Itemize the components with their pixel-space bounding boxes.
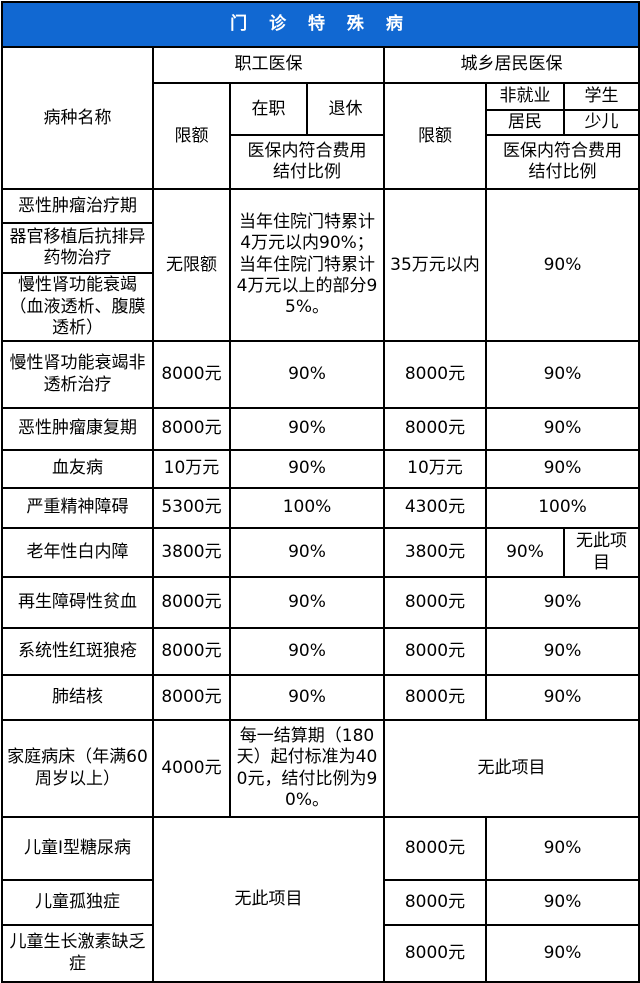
cell-res-nonemployed-ratio: 90%: [485, 527, 565, 578]
table-row: 慢性肾功能衰竭（血液透析、腹膜透析）: [1, 272, 639, 342]
cell-res-limit: 3800元: [383, 527, 487, 578]
table-row: 慢性肾功能衰竭非透析治疗 8000元 90% 8000元 90%: [1, 340, 640, 409]
cell-res-limit: 35万元以内: [383, 188, 487, 342]
cell-res-limit: 4300元: [383, 487, 487, 529]
table-row: 器官移植后抗排异药物治疗: [1, 222, 639, 275]
cell-emp-ratio: 90%: [229, 674, 385, 721]
cell-emp-limit: 8000元: [152, 407, 231, 451]
header-employee-limit: 限额: [152, 81, 231, 191]
table-row: 家庭病床（年满60周岁以上） 4000元 每一结算期（180天）起付标准为400…: [1, 719, 640, 818]
header-row-groups-bottom: 居民 少儿: [2, 108, 640, 137]
cell-disease: 儿童Ⅰ型糖尿病: [1, 816, 154, 881]
header-resident-limit: 限额: [383, 81, 487, 191]
cell-emp-ratio: 100%: [229, 487, 385, 529]
cell-res-ratio: 90%: [484, 449, 640, 489]
cell-disease: 儿童孤独症: [1, 879, 154, 926]
cell-disease: 慢性肾功能衰竭非透析治疗: [1, 340, 154, 409]
table-row: 再生障碍性贫血 8000元 90% 8000元 90%: [1, 576, 640, 629]
header-retired: 退休: [306, 81, 385, 137]
cell-emp-limit: 8000元: [152, 340, 231, 409]
cell-emp-ratio: 90%: [229, 627, 385, 676]
cell-disease: 再生障碍性贫血: [1, 576, 154, 629]
cell-emp-ratio: 当年住院门特累计4万元以内90%；当年住院门特累计4万元以上的部分95%。: [229, 188, 385, 342]
table-row: 严重精神障碍 5300元 100% 4300元 100%: [1, 487, 640, 529]
cell-res-limit: 8000元: [383, 879, 487, 926]
cell-emp-ratio: 90%: [229, 449, 385, 489]
cell-res-ratio: 90%: [484, 816, 640, 881]
cell-disease: 老年性白内障: [1, 527, 154, 578]
title-row: 门 诊 特 殊 病: [0, 1, 640, 48]
cell-disease: 慢性肾功能衰竭（血液透析、腹膜透析）: [1, 272, 154, 342]
cell-res-limit: 8000元: [383, 340, 487, 409]
header-row-groups-top: 限额 在职 退休 限额 非就业 学生: [2, 81, 640, 191]
table-row: 血友病 10万元 90% 10万元 90%: [1, 449, 640, 489]
header-employee-insurance: 职工医保: [152, 46, 385, 84]
table-row: 儿童Ⅰ型糖尿病 无此项目 8000元 90%: [1, 816, 640, 983]
cell-disease: 家庭病床（年满60周岁以上）: [1, 719, 154, 818]
table-row: 恶性肿瘤治疗期 无限额 当年住院门特累计4万元以内90%；当年住院门特累计4万元…: [1, 188, 640, 342]
cell-res-ratio: 90%: [484, 407, 640, 451]
table-row: 肺结核 8000元 90% 8000元 90%: [1, 674, 640, 721]
header-row-ratio: 医保内符合费用 结付比例 医保内符合费用 结付比例: [2, 134, 640, 191]
cell-emp-ratio: 90%: [229, 576, 385, 629]
cell-disease: 恶性肿瘤治疗期: [1, 188, 154, 225]
cell-res-ratio: 90%: [484, 576, 640, 629]
cell-res-ratio: 90%: [484, 924, 640, 983]
cell-res-ratio: 90%: [484, 879, 640, 926]
cell-emp-not-applicable: 无此项目: [152, 816, 385, 983]
cell-res-limit: 8000元: [383, 674, 487, 721]
cell-disease: 严重精神障碍: [1, 487, 154, 529]
cell-emp-limit: 3800元: [152, 527, 231, 578]
header-disease-name: 病种名称: [1, 45, 154, 191]
header-nonemployed-line2: 居民: [485, 108, 565, 137]
header-resident-ratio: 医保内符合费用 结付比例: [484, 134, 640, 191]
cell-res-ratio: 90%: [484, 188, 640, 342]
cell-emp-limit: 无限额: [152, 188, 231, 342]
cell-emp-limit: 5300元: [152, 487, 231, 529]
cell-disease: 器官移植后抗排异药物治疗: [1, 222, 154, 275]
header-employed: 在职: [229, 81, 308, 137]
cell-res-limit: 8000元: [383, 924, 487, 983]
cell-disease: 恶性肿瘤康复期: [1, 407, 154, 451]
cell-disease: 肺结核: [1, 674, 154, 721]
cell-emp-limit: 8000元: [152, 674, 231, 721]
header-resident-insurance: 城乡居民医保: [382, 46, 640, 84]
table-row: 系统性红斑狼疮 8000元 90% 8000元 90%: [1, 627, 640, 676]
cell-emp-ratio: 90%: [229, 527, 385, 578]
cell-emp-limit: 4000元: [152, 719, 231, 818]
table-row: 儿童孤独症 8000元 90%: [1, 879, 640, 926]
table-row: 恶性肿瘤康复期 8000元 90% 8000元 90%: [1, 407, 640, 451]
cell-res-limit: 10万元: [383, 449, 487, 489]
cell-res-ratio: 90%: [484, 340, 640, 409]
table-row: 儿童生长激素缺乏症 8000元 90%: [1, 924, 640, 983]
cell-res-limit: 8000元: [383, 627, 487, 676]
header-student-line2: 少儿: [562, 108, 640, 137]
cell-disease: 系统性红斑狼疮: [1, 627, 154, 676]
header-employee-ratio: 医保内符合费用 结付比例: [229, 134, 385, 191]
cell-disease: 血友病: [1, 449, 154, 489]
cell-emp-ratio: 90%: [229, 407, 385, 451]
cell-emp-limit: 8000元: [152, 576, 231, 629]
cell-emp-limit: 10万元: [152, 449, 231, 489]
cell-res-limit: 8000元: [383, 576, 487, 629]
cell-res-limit: 8000元: [383, 816, 487, 881]
cell-res-student-ratio: 无此项目: [562, 527, 640, 578]
cell-emp-ratio: 每一结算期（180天）起付标准为400元，结付比例为90%。: [229, 719, 385, 818]
cell-emp-ratio: 90%: [229, 340, 385, 409]
page-title: 门 诊 特 殊 病: [0, 1, 640, 48]
cell-res-not-applicable: 无此项目: [382, 719, 640, 818]
table-row: 老年性白内障 3800元 90% 3800元 90% 无此项目: [1, 527, 640, 578]
cell-res-ratio: 100%: [484, 487, 640, 529]
cell-res-ratio: 90%: [484, 674, 640, 721]
cell-disease: 儿童生长激素缺乏症: [1, 924, 154, 983]
header-nonemployed-line1: 非就业: [485, 82, 565, 111]
header-row-insurance-types: 病种名称 职工医保 城乡居民医保: [1, 45, 640, 191]
cell-res-ratio: 90%: [484, 627, 640, 676]
header-student-line1: 学生: [562, 82, 640, 111]
cell-emp-limit: 8000元: [152, 627, 231, 676]
cell-res-limit: 8000元: [383, 407, 487, 451]
